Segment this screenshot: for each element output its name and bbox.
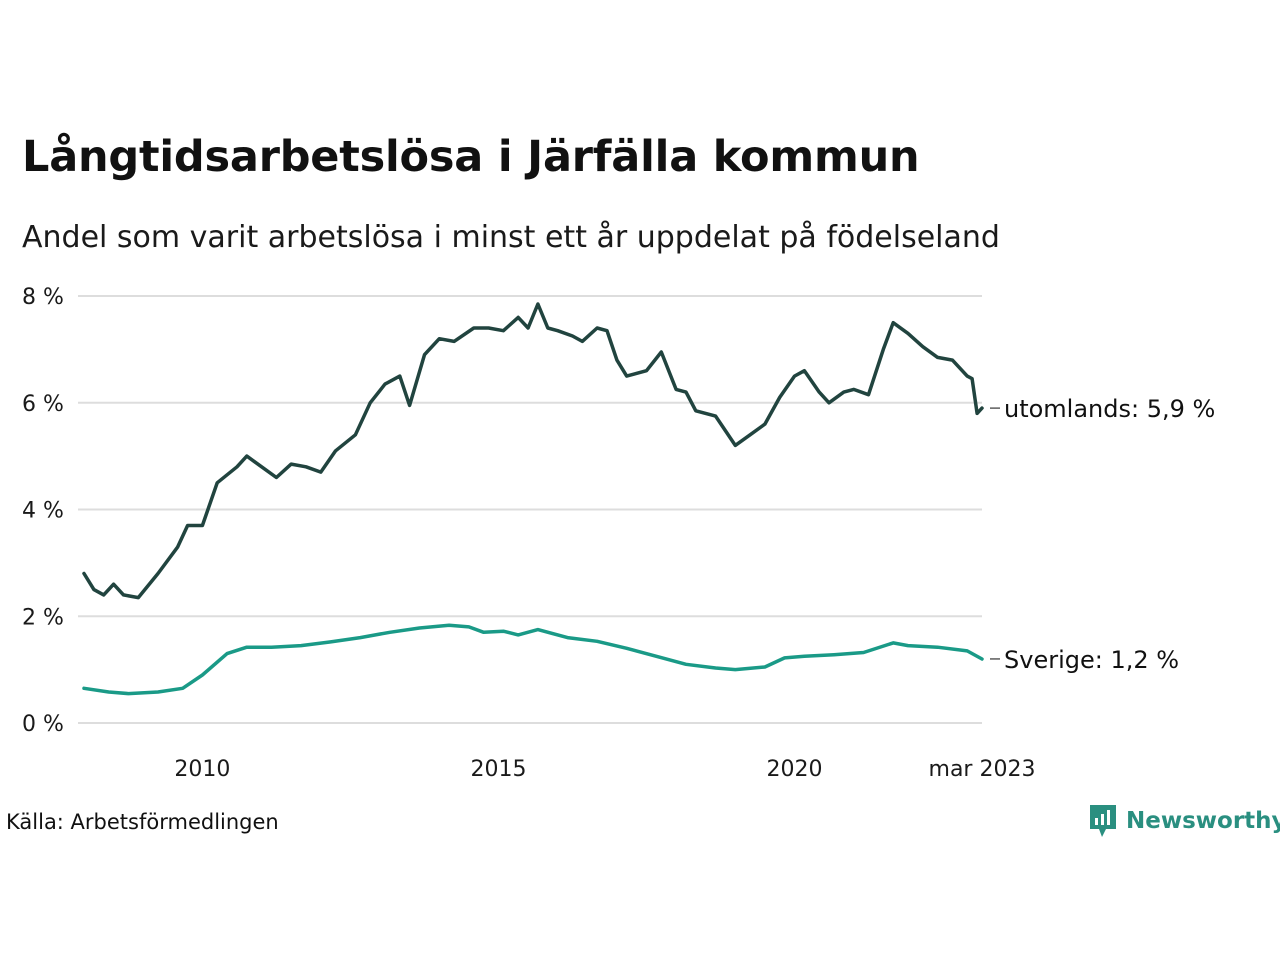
x-axis-labels: 2010 2015 2020 mar 2023 — [174, 757, 1035, 782]
chart-series — [82, 302, 984, 696]
source-note: Källa: Arbetsförmedlingen — [6, 810, 279, 834]
series-end-labels: utomlands: 5,9 % Sverige: 1,2 % — [990, 395, 1215, 674]
y-tick-label: 8 % — [22, 285, 64, 310]
y-tick-label: 6 % — [22, 392, 64, 417]
brand-logo: Newsworthy — [1088, 803, 1280, 839]
brand-name: Newsworthy — [1126, 808, 1280, 834]
chart-title: Långtidsarbetslösa i Järfälla kommun — [22, 132, 920, 182]
x-tick-label: mar 2023 — [929, 757, 1036, 782]
series-line-utomlands — [82, 302, 984, 600]
newsworthy-logo-icon — [1090, 805, 1116, 837]
series-end-label: utomlands: 5,9 % — [1004, 395, 1215, 423]
series-end-label: Sverige: 1,2 % — [1004, 646, 1179, 674]
x-tick-label: 2015 — [470, 757, 526, 782]
y-axis-labels: 0 % 2 % 4 % 6 % 8 % — [22, 285, 64, 737]
x-tick-label: 2020 — [767, 757, 823, 782]
series-line-sverige — [82, 623, 984, 696]
chart-subtitle: Andel som varit arbetslösa i minst ett å… — [22, 220, 1000, 255]
y-tick-label: 0 % — [22, 712, 64, 737]
chart-grid — [78, 295, 982, 724]
y-tick-label: 2 % — [22, 605, 64, 630]
x-tick-label: 2010 — [174, 757, 230, 782]
y-tick-label: 4 % — [22, 499, 64, 524]
